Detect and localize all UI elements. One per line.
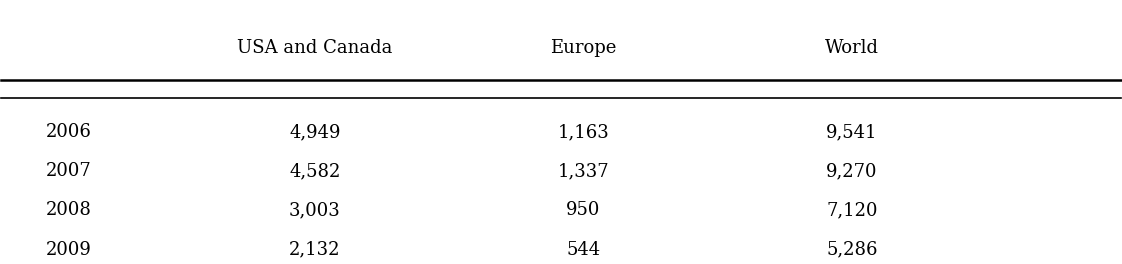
Text: 2,132: 2,132 [289, 241, 340, 258]
Text: 2007: 2007 [46, 162, 92, 180]
Text: World: World [825, 39, 879, 57]
Text: USA and Canada: USA and Canada [237, 39, 393, 57]
Text: 1,163: 1,163 [558, 123, 609, 141]
Text: 2008: 2008 [46, 201, 92, 219]
Text: 7,120: 7,120 [826, 201, 877, 219]
Text: 4,582: 4,582 [289, 162, 340, 180]
Text: Europe: Europe [550, 39, 617, 57]
Text: 9,270: 9,270 [826, 162, 877, 180]
Text: 2009: 2009 [46, 241, 92, 258]
Text: 9,541: 9,541 [826, 123, 877, 141]
Text: 4,949: 4,949 [289, 123, 340, 141]
Text: 1,337: 1,337 [558, 162, 609, 180]
Text: 5,286: 5,286 [826, 241, 877, 258]
Text: 3,003: 3,003 [288, 201, 341, 219]
Text: 950: 950 [567, 201, 600, 219]
Text: 2006: 2006 [46, 123, 92, 141]
Text: 544: 544 [567, 241, 600, 258]
